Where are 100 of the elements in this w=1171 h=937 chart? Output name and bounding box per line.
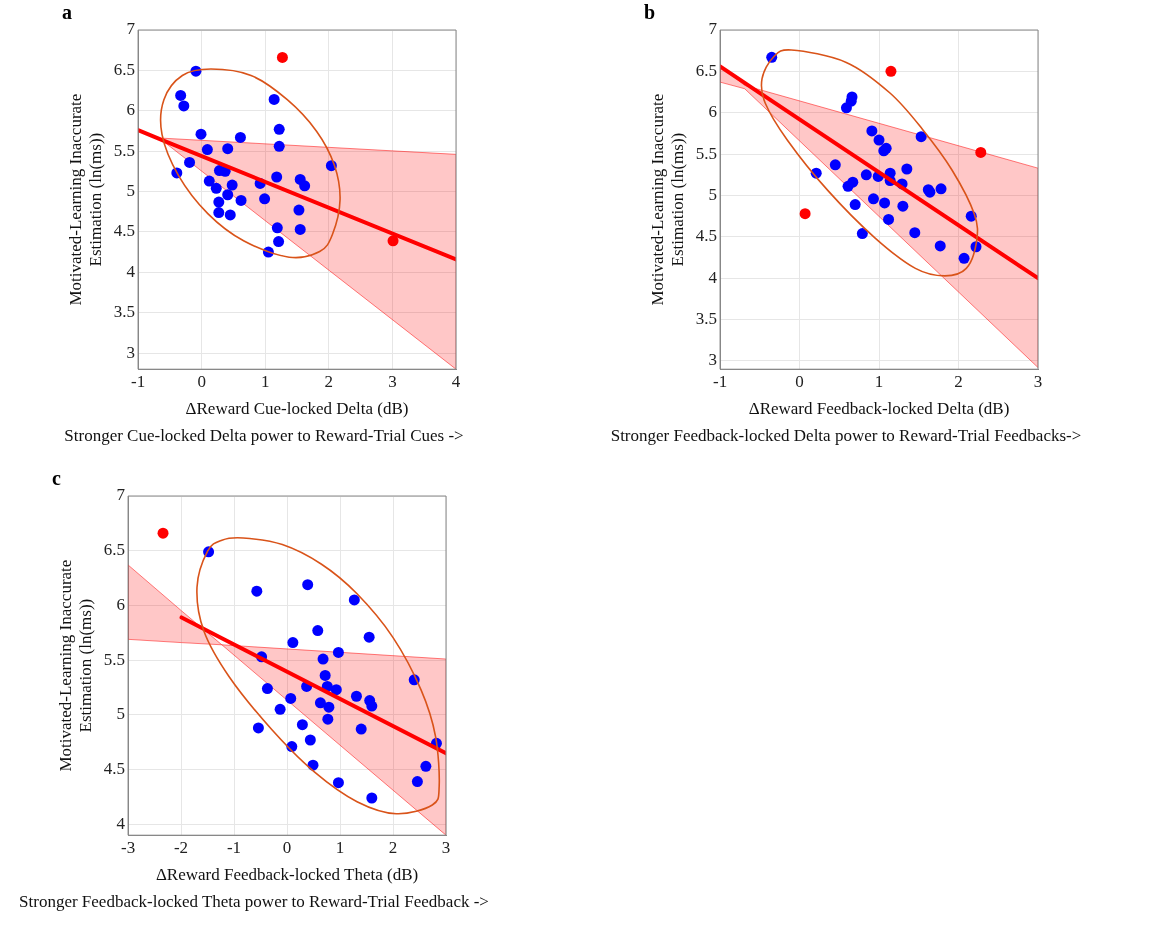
x-tick-label: 1 — [260, 371, 270, 391]
point — [235, 194, 247, 206]
chart-title: a — [62, 1, 72, 24]
point — [958, 252, 970, 264]
point — [860, 169, 872, 181]
point — [840, 102, 852, 114]
y-tick-label: 3.5 — [113, 302, 136, 322]
y-axis-title: Motivated-Learning Inaccurate Estimation (ln(ms)) — [55, 559, 96, 772]
point — [302, 579, 314, 591]
x-tick-label: 1 — [335, 837, 345, 857]
y-axis-title: Motivated-Learning Inaccurate Estimation (ln(ms)) — [65, 93, 106, 306]
point — [363, 631, 375, 643]
x-tick-label: -1 — [712, 371, 728, 391]
point — [849, 199, 861, 211]
y-tick-label: 3.5 — [695, 309, 718, 329]
y-tick-label: 4.5 — [113, 221, 136, 241]
point — [299, 180, 311, 192]
chart-title: c — [52, 467, 61, 490]
point — [178, 100, 190, 112]
point — [935, 183, 947, 195]
text: Stronger Feedback-locked Theta power to Reward-Trial Feedback -> — [18, 892, 490, 912]
point — [322, 713, 334, 725]
y-tick-label: 5 — [116, 704, 126, 724]
point — [829, 159, 841, 171]
x-tick-label: 0 — [795, 371, 804, 391]
point — [332, 646, 344, 658]
y-tick-label: 6.5 — [113, 59, 136, 79]
y-tick-label: 5.5 — [695, 143, 718, 163]
y-tick-label: 6 — [126, 100, 136, 120]
x-axis-title: ΔReward Feedback-locked Delta (dB) — [748, 399, 1010, 419]
point — [276, 51, 288, 63]
x-tick-label: -3 — [120, 837, 136, 857]
point — [294, 223, 306, 235]
point — [975, 146, 987, 158]
x-tick-label: 2 — [388, 837, 398, 857]
point — [915, 131, 927, 143]
point — [226, 179, 238, 191]
y-tick-label: 4 — [708, 267, 718, 287]
y-axis-title: Motivated-Learning Inaccurate Estimation (ln(ms)) — [647, 93, 688, 306]
point — [273, 123, 285, 135]
y-tick-label: 6 — [116, 594, 126, 614]
chart-title: b — [644, 1, 656, 24]
point — [271, 171, 283, 183]
point — [879, 197, 891, 209]
point — [274, 703, 286, 715]
point — [312, 625, 324, 637]
point — [203, 175, 215, 187]
point — [259, 193, 271, 205]
point — [296, 719, 308, 731]
y-tick-label: 4 — [126, 261, 136, 281]
point — [261, 683, 273, 695]
point — [252, 722, 264, 734]
point — [314, 697, 326, 709]
x-axis-title: ΔReward Cue-locked Delta (dB) — [185, 399, 409, 419]
point — [885, 65, 897, 77]
point — [330, 684, 342, 696]
point — [332, 777, 344, 789]
point — [909, 227, 921, 239]
point — [355, 723, 367, 735]
point — [293, 204, 305, 216]
point — [873, 134, 885, 146]
point — [251, 585, 263, 597]
point — [883, 213, 895, 225]
y-tick-label: 4 — [116, 813, 126, 833]
point — [842, 180, 854, 192]
y-tick-label: 4.5 — [695, 226, 718, 246]
x-tick-label: 0 — [197, 371, 206, 391]
point — [222, 143, 234, 155]
x-tick-label: 2 — [954, 371, 963, 391]
x-tick-label: -1 — [226, 837, 242, 857]
y-tick-label: 5 — [708, 184, 718, 204]
y-tick-label: 7 — [116, 485, 126, 505]
point — [271, 222, 283, 234]
point — [213, 207, 225, 219]
point — [304, 734, 316, 746]
x-tick-label: -2 — [173, 837, 189, 857]
point — [387, 235, 399, 247]
point — [184, 156, 196, 168]
y-tick-label: 5.5 — [103, 649, 126, 669]
point — [222, 189, 234, 201]
y-tick-label: 3 — [126, 342, 136, 362]
point — [210, 182, 222, 194]
point — [273, 140, 285, 152]
point — [866, 125, 878, 137]
point — [201, 144, 213, 156]
point — [224, 209, 236, 221]
point — [348, 594, 360, 606]
y-tick-label: 4.5 — [103, 759, 126, 779]
point — [867, 193, 879, 205]
y-tick-label: 7 — [708, 19, 718, 39]
y-tick-label: 5 — [126, 180, 136, 200]
y-tick-label: 7 — [126, 19, 136, 39]
point — [285, 692, 297, 704]
point — [350, 690, 362, 702]
point — [934, 240, 946, 252]
y-tick-label: 6.5 — [695, 60, 718, 80]
point — [317, 653, 329, 665]
x-tick-label: 2 — [324, 371, 334, 391]
x-tick-label: 3 — [1033, 371, 1043, 391]
point — [897, 200, 909, 212]
